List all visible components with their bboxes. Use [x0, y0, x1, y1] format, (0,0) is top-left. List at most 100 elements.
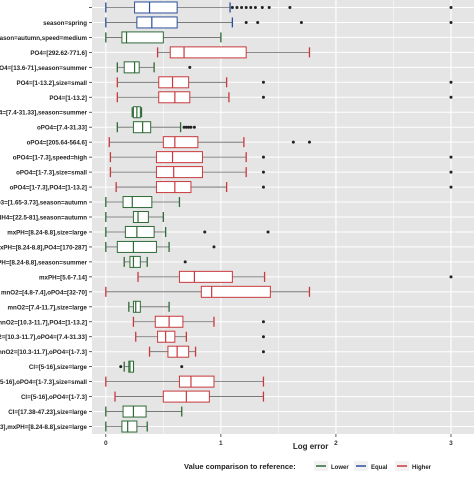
box-iqr: [116, 240, 157, 253]
outlier-point: [261, 95, 265, 99]
outlier-point: [235, 5, 239, 9]
outlier-point: [187, 125, 191, 129]
box-iqr: [121, 420, 138, 433]
box-10: oPO4=[1-7.3],speed=high: [13, 151, 453, 164]
outlier-point: [449, 80, 453, 84]
outlier-point: [261, 320, 265, 324]
y-tick-label: Cl=[17.38-47.23],mxPH=[8.24-8.8],size=la…: [0, 424, 88, 431]
box-20: mnO2=[7.4-11.7],size=large: [8, 300, 170, 313]
box-iqr: [162, 136, 199, 149]
legend: Value comparison to reference: Lower Equal…: [184, 461, 432, 471]
outlier-point: [288, 5, 292, 9]
y-tick-label: mnO2=[7.4-11.7],size=large: [8, 304, 88, 311]
y-tick-label: oPO4=[1-7.3],PO4=[1-13.2]: [10, 185, 87, 192]
box-iqr: [132, 300, 141, 313]
box-18: mxPH=[5.6-7.14]: [39, 270, 453, 283]
box-16: mxPH=[8.24-8.8],PO4=[170-287]: [0, 240, 216, 253]
box-iqr: [122, 196, 153, 209]
y-tick-label: oPO4=[1-7.3],size=small: [16, 170, 87, 177]
box-26: Cl=[5-16],oPO4=[1-7.3]: [21, 390, 265, 403]
box-25: Cl=[5-16],oPO4=[1-7.3],size=small: [0, 375, 265, 388]
y-tick-label: mxPH=[5.6-7.14]: [39, 274, 87, 281]
outlier-point: [256, 20, 260, 24]
outlier-point: [261, 335, 265, 339]
y-tick-label: mnO2=[4.8-7.4],oPO4=[32-70]: [1, 289, 87, 296]
box-iqr: [169, 46, 247, 59]
legend-label: Equal: [371, 465, 388, 471]
legend-label: Higher: [412, 465, 432, 471]
legend-title: Value comparison to reference:: [184, 462, 296, 471]
box-iqr: [155, 181, 192, 194]
box-iqr: [158, 76, 190, 89]
box-12: oPO4=[1-7.3],PO4=[1-13.2]: [10, 181, 453, 194]
legend-entry-equal: Equal: [354, 461, 388, 471]
box-23: mnO2=[10.3-11.7],oPO4=[1-7.3]: [0, 345, 265, 358]
box-9: oPO4=[205.64-564.6]: [27, 136, 311, 149]
y-tick-label: NH4=[7.4-31.33],season=summer: [0, 110, 88, 117]
box-14: NH4=[22.5-81],season=autumn: [0, 211, 164, 223]
outlier-point: [192, 125, 196, 129]
outlier-point: [266, 230, 270, 234]
box-iqr: [124, 225, 155, 238]
x-tick-label: 3: [449, 440, 453, 447]
box-iqr: [178, 375, 215, 388]
y-tick-label: NH4=[22.5-81],season=autumn: [0, 215, 87, 222]
outlier-point: [249, 5, 253, 9]
box-19: mnO2=[4.8-7.4],oPO4=[32-70]: [1, 285, 311, 298]
y-tick-label: PO4=[13.6-71],season=summer: [0, 65, 88, 72]
box-iqr: [123, 61, 140, 74]
box-iqr: [200, 285, 271, 298]
outlier-point: [180, 365, 184, 369]
box-iqr: [134, 1, 178, 14]
box-2: season=autumn,speed=medium: [0, 31, 222, 44]
box-iqr: [129, 255, 141, 268]
y-tick-label: oPO4=[7.4-31.33]: [37, 125, 87, 132]
outlier-point: [267, 5, 271, 9]
box-iqr: [155, 151, 203, 164]
outlier-point: [253, 5, 257, 9]
outlier-point: [212, 245, 216, 249]
y-tick-label: Cl=[5-16],size=large: [29, 364, 88, 371]
box-4: PO4=[13.6-71],season=summer: [0, 61, 192, 74]
x-axis-title: Log error: [293, 442, 329, 451]
outlier-point: [244, 5, 248, 9]
box-0: [89, 1, 453, 14]
y-tick-label: Cl=[5-16],oPO4=[1-7.3]: [21, 394, 87, 401]
y-tick-label: PO4=[1-13.2],size=small: [16, 80, 87, 87]
y-tick-label: oPO3=[1.65-3.73],season=autumn: [0, 200, 87, 207]
box-6: PO4=[1-13.2]: [49, 91, 453, 104]
x-tick-label: 1: [219, 440, 223, 447]
box-iqr: [136, 16, 178, 29]
outlier-point: [261, 350, 265, 354]
y-tick-label: mxPH=[8.24-8.8],season=summer: [0, 259, 88, 266]
box-5: PO4=[1-13.2],size=small: [16, 76, 453, 89]
outlier-point: [291, 140, 295, 144]
outlier-point: [449, 155, 453, 159]
y-tick-label: PO4=[292.62-771.6]: [30, 50, 87, 57]
outlier-point: [299, 20, 303, 24]
box-iqr: [155, 166, 203, 179]
box-iqr: [178, 270, 233, 283]
box-22: mnO2=[10.3-11.7],oPO4=[7.4-31.33]: [0, 330, 265, 343]
legend-entry-higher: Higher: [395, 461, 432, 471]
box-21: mnO2=[10.3-11.7],PO4=[1-13.2]: [0, 315, 265, 328]
box-iqr: [122, 405, 147, 418]
y-tick-label: Cl=[17.38-47.23],size=large: [8, 409, 87, 416]
outlier-point: [183, 260, 187, 264]
outlier-point: [188, 65, 192, 69]
outlier-point: [189, 125, 193, 129]
box-1: season=spring: [43, 16, 453, 29]
y-tick-label: mnO2=[10.3-11.7],PO4=[1-13.2]: [0, 319, 87, 326]
box-27: Cl=[17.38-47.23],size=large: [8, 405, 183, 418]
outlier-point: [261, 80, 265, 84]
box-11: oPO4=[1-7.3],size=small: [16, 166, 453, 179]
box-3: PO4=[292.62-771.6]: [30, 46, 311, 59]
box-13: oPO3=[1.65-3.73],season=autumn: [0, 196, 181, 209]
y-tick-label: oPO4=[1-7.3],speed=high: [13, 155, 87, 162]
y-tick-label: season=autumn,speed=medium: [0, 35, 87, 42]
outlier-point: [261, 170, 265, 174]
outlier-point: [119, 365, 123, 369]
outlier-point: [240, 5, 244, 9]
y-tick-label: oPO4=[205.64-564.6]: [27, 140, 87, 147]
